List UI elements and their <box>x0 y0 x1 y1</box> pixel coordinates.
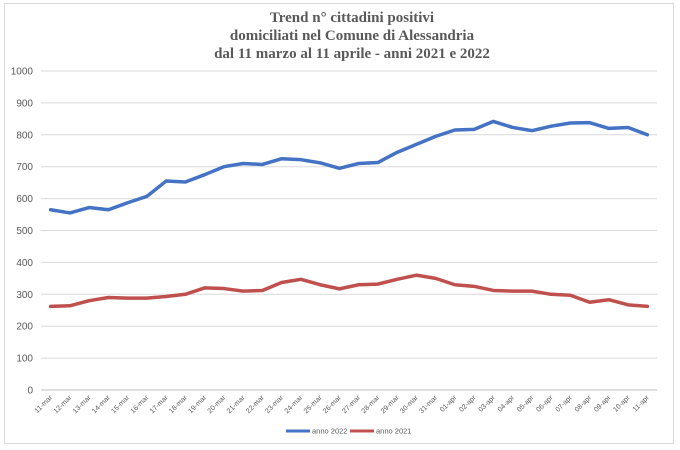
series-lines <box>48 119 650 309</box>
x-tick-label: 02-apr <box>458 394 478 414</box>
y-tick-label: 400 <box>16 258 33 269</box>
x-tick-label: 18-mar <box>168 394 189 415</box>
y-tick-label: 700 <box>16 162 33 173</box>
x-tick-label: 21-mar <box>226 394 247 415</box>
x-tick-label: 30-mar <box>399 394 420 415</box>
chart-title-line-1: Trend n° cittadini positivi <box>270 10 434 26</box>
series-line <box>48 273 650 309</box>
x-tick-label: 29-mar <box>380 394 401 415</box>
x-tick-label: 10-apr <box>612 394 632 414</box>
x-tick-label: 03-apr <box>478 394 498 414</box>
x-tick-label: 24-mar <box>284 394 305 415</box>
y-tick-label: 500 <box>16 226 33 237</box>
x-tick-label: 26-mar <box>322 394 343 415</box>
x-tick-label: 15-mar <box>110 394 131 415</box>
chart-title: Trend n° cittadini positivi domiciliati … <box>214 10 490 62</box>
x-tick-label: 31-mar <box>418 394 439 415</box>
x-tick-label: 11-apr <box>632 394 651 413</box>
chart-title-line-2: domiciliati nel Comune di Alessandria <box>230 28 475 44</box>
chart-frame <box>4 3 674 444</box>
x-tick-label: 08-apr <box>574 394 594 414</box>
x-tick-label: 04-apr <box>497 394 517 414</box>
x-tick-label: 11-mar <box>34 394 55 415</box>
y-tick-label: 100 <box>16 354 33 365</box>
x-tick-label: 28-mar <box>361 394 382 415</box>
chart-title-line-3: dal 11 marzo al 11 aprile - anni 2021 e … <box>214 46 490 62</box>
y-tick-label: 300 <box>16 290 33 301</box>
x-tick-label: 07-apr <box>555 394 575 414</box>
x-tick-label: 13-mar <box>72 394 93 415</box>
legend: anno 2022 anno 2021 <box>286 427 411 436</box>
y-tick-label: 800 <box>16 130 33 141</box>
legend-label: anno 2022 <box>312 427 347 436</box>
x-tick-label: 09-apr <box>593 394 613 414</box>
x-tick-label: 14-mar <box>91 394 112 415</box>
legend-label: anno 2021 <box>376 427 411 436</box>
x-tick-label: 27-mar <box>341 394 362 415</box>
x-tick-label: 19-mar <box>187 394 208 415</box>
series-line <box>48 119 650 215</box>
y-tick-label: 0 <box>27 386 33 397</box>
y-axis: 0 100 200 300 400 500 600 700 800 900 1000 <box>11 67 34 397</box>
x-tick-label: 17-mar <box>149 394 170 415</box>
x-tick-label: 22-mar <box>245 394 266 415</box>
x-axis: 11-mar12-mar13-mar14-mar15-mar16-mar17-m… <box>34 394 651 415</box>
x-tick-label: 20-mar <box>207 394 228 415</box>
y-tick-label: 900 <box>16 98 33 109</box>
grid-lines <box>41 70 657 391</box>
y-tick-label: 200 <box>16 322 33 333</box>
y-tick-label: 1000 <box>11 67 34 78</box>
x-tick-label: 23-mar <box>264 394 285 415</box>
x-tick-label: 06-apr <box>535 394 555 414</box>
x-tick-label: 12-mar <box>53 394 74 415</box>
x-tick-label: 25-mar <box>303 394 324 415</box>
x-tick-label: 01-apr <box>439 394 459 414</box>
x-tick-label: 16-mar <box>130 394 151 415</box>
x-tick-label: 05-apr <box>516 394 536 414</box>
y-tick-label: 600 <box>16 194 33 205</box>
